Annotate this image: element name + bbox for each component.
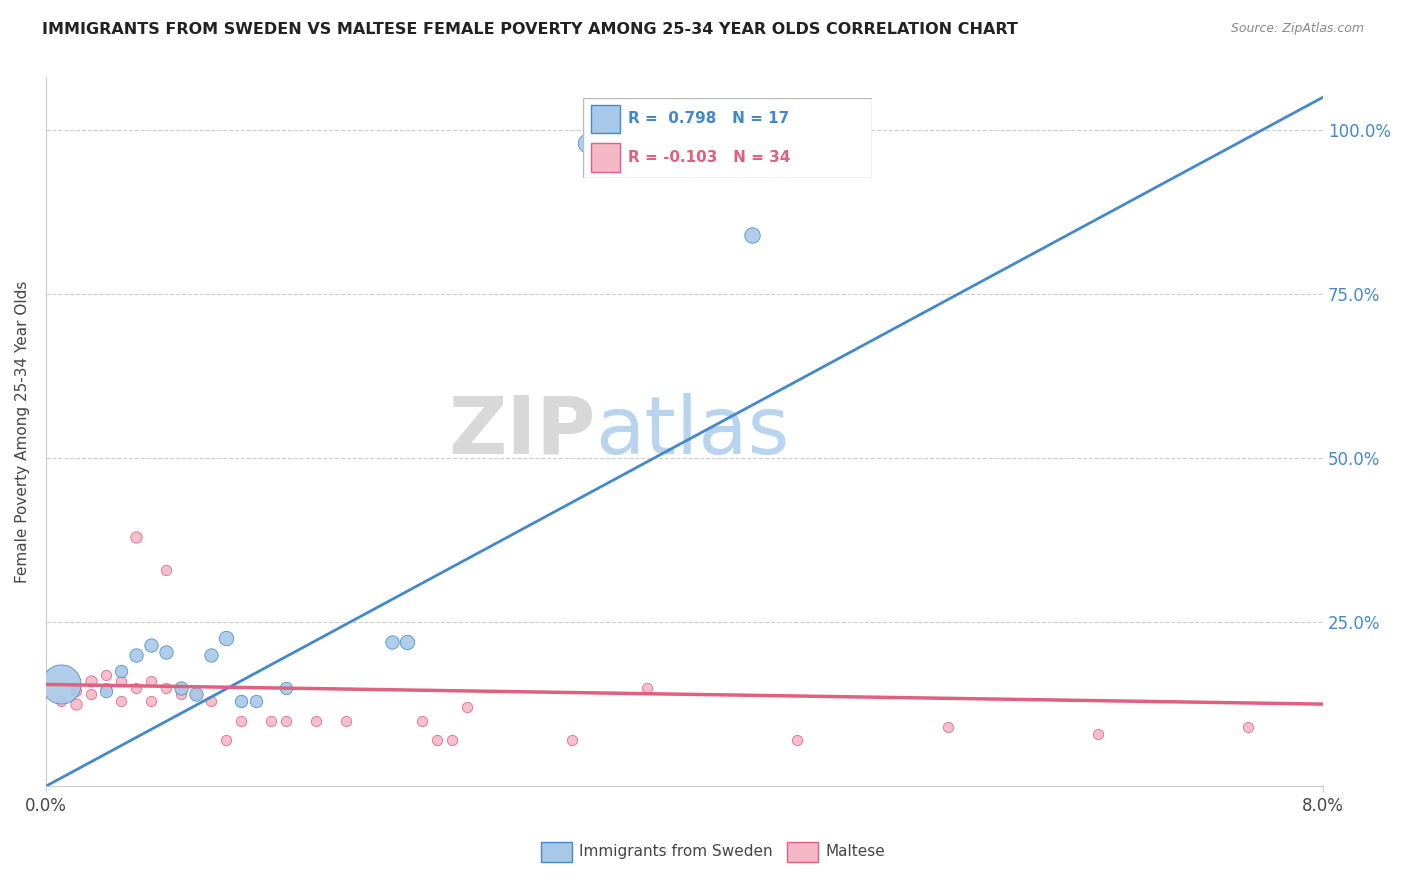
Point <box>155 681 177 695</box>
Point <box>440 733 463 747</box>
Point <box>49 694 72 708</box>
Point <box>380 634 402 648</box>
Point <box>1087 726 1109 740</box>
Bar <box>591 143 620 172</box>
Point <box>125 530 148 544</box>
Point <box>305 714 328 728</box>
Bar <box>591 104 620 134</box>
Point <box>170 681 193 695</box>
Point <box>155 645 177 659</box>
Text: Maltese: Maltese <box>825 845 884 859</box>
Point <box>395 634 418 648</box>
Point <box>936 720 959 734</box>
Text: ZIP: ZIP <box>449 392 595 471</box>
Text: R = -0.103   N = 34: R = -0.103 N = 34 <box>628 150 790 165</box>
Point <box>94 684 117 698</box>
Text: atlas: atlas <box>595 392 790 471</box>
FancyBboxPatch shape <box>583 98 872 178</box>
Point <box>456 700 478 714</box>
Point <box>141 638 163 652</box>
Point <box>125 681 148 695</box>
Text: Immigrants from Sweden: Immigrants from Sweden <box>579 845 773 859</box>
Point <box>231 714 253 728</box>
Point <box>170 687 193 701</box>
Point <box>65 684 87 698</box>
Point <box>94 681 117 695</box>
Point <box>411 714 433 728</box>
Point <box>49 677 72 691</box>
Point <box>575 136 598 150</box>
Point <box>636 681 658 695</box>
Text: R =  0.798   N = 17: R = 0.798 N = 17 <box>628 112 789 127</box>
Point <box>200 648 222 662</box>
Text: IMMIGRANTS FROM SWEDEN VS MALTESE FEMALE POVERTY AMONG 25-34 YEAR OLDS CORRELATI: IMMIGRANTS FROM SWEDEN VS MALTESE FEMALE… <box>42 22 1018 37</box>
Y-axis label: Female Poverty Among 25-34 Year Olds: Female Poverty Among 25-34 Year Olds <box>15 281 30 583</box>
Point <box>186 687 208 701</box>
Point <box>80 674 103 689</box>
Point <box>200 694 222 708</box>
Point <box>215 733 238 747</box>
Point <box>141 674 163 689</box>
Text: Source: ZipAtlas.com: Source: ZipAtlas.com <box>1230 22 1364 36</box>
Point <box>110 694 132 708</box>
Point <box>276 714 298 728</box>
Point <box>786 733 808 747</box>
Point <box>141 694 163 708</box>
Point <box>276 681 298 695</box>
Point <box>80 687 103 701</box>
Point <box>65 697 87 711</box>
Point <box>245 694 267 708</box>
Point <box>335 714 357 728</box>
Point <box>741 227 763 242</box>
Point <box>125 648 148 662</box>
Point <box>186 687 208 701</box>
Point <box>426 733 449 747</box>
Point <box>94 667 117 681</box>
Point <box>110 674 132 689</box>
Point <box>110 665 132 679</box>
Point <box>561 733 583 747</box>
Point <box>231 694 253 708</box>
Point <box>215 632 238 646</box>
Point <box>260 714 283 728</box>
Point <box>1237 720 1260 734</box>
Point <box>155 563 177 577</box>
